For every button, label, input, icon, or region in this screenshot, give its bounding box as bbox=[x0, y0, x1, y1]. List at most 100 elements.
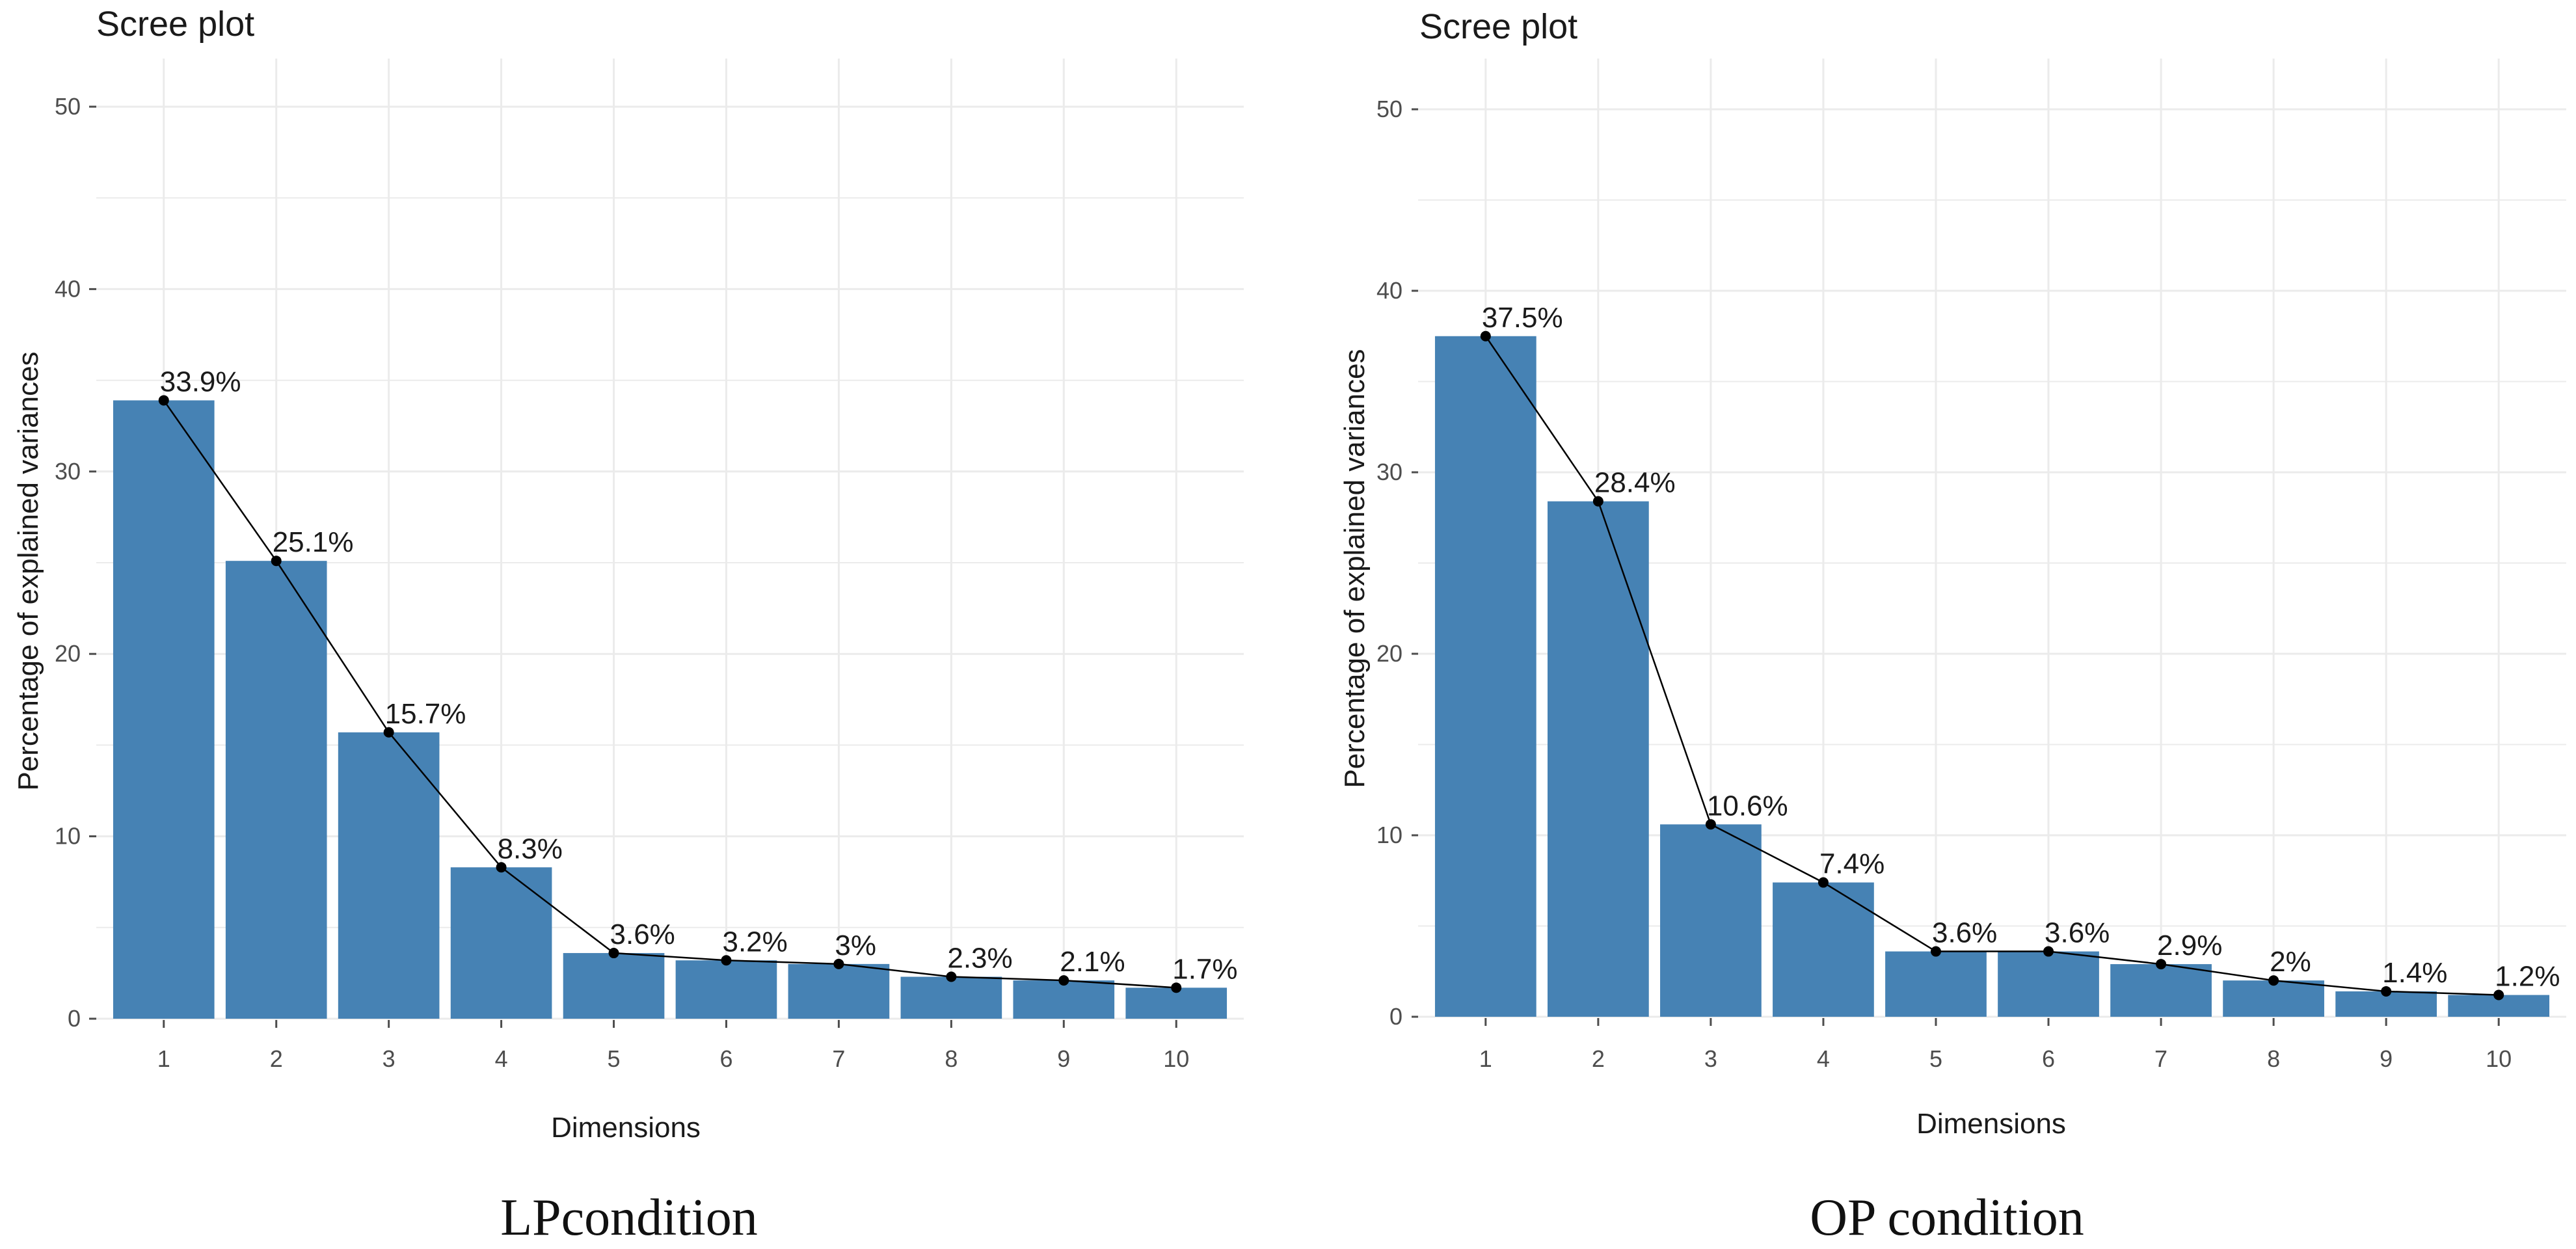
scree-point bbox=[496, 862, 507, 873]
chart-title: Scree plot bbox=[1419, 7, 1577, 46]
scree-point bbox=[2268, 975, 2279, 986]
data-label: 10.6% bbox=[1707, 790, 1788, 822]
scree-point bbox=[1480, 330, 1491, 342]
data-label: 15.7% bbox=[385, 698, 466, 730]
data-label: 2% bbox=[2270, 946, 2311, 978]
y-tick-label: 10 bbox=[55, 823, 81, 850]
bar bbox=[2223, 980, 2324, 1017]
x-tick-label: 7 bbox=[832, 1045, 845, 1072]
data-label: 3.2% bbox=[722, 926, 787, 958]
scree-point bbox=[2493, 989, 2504, 1001]
bar bbox=[1434, 336, 1536, 1017]
x-axis: 1 2 3 4 5 6 7 8 9 10 bbox=[157, 1020, 1189, 1072]
bar bbox=[900, 976, 1002, 1019]
x-tick-label: 4 bbox=[495, 1045, 508, 1072]
bar bbox=[1773, 882, 1874, 1017]
y-tick-label: 50 bbox=[1376, 96, 1402, 122]
y-tick-label: 50 bbox=[55, 93, 81, 120]
x-tick-label: 9 bbox=[1057, 1045, 1070, 1072]
x-tick-label: 1 bbox=[1479, 1045, 1492, 1072]
scree-point bbox=[1930, 946, 1941, 957]
scree-point bbox=[946, 971, 957, 982]
scree-point bbox=[1171, 982, 1182, 993]
data-label: 3% bbox=[835, 930, 876, 961]
x-tick-label: 6 bbox=[719, 1045, 732, 1072]
x-axis-title: Dimensions bbox=[1916, 1108, 2066, 1140]
data-label: 37.5% bbox=[1482, 302, 1563, 334]
scree-plot-op: Scree plot 37.5% 28.4% 10.6% 7.4% 3.6% 3.6% 2.… bbox=[1339, 7, 2566, 1246]
bars bbox=[113, 400, 1228, 1019]
scree-polyline bbox=[163, 399, 1177, 989]
y-axis: 0 10 20 30 40 50 bbox=[55, 93, 96, 1032]
data-label: 1.7% bbox=[1172, 953, 1237, 985]
scree-point bbox=[1592, 496, 1603, 507]
panel-caption: OP condition bbox=[1810, 1189, 2084, 1246]
x-tick-label: 10 bbox=[2486, 1045, 2512, 1072]
y-tick-label: 0 bbox=[1389, 1003, 1402, 1030]
x-tick-label: 4 bbox=[1817, 1045, 1830, 1072]
scree-point bbox=[2043, 946, 2054, 957]
bar bbox=[1547, 501, 1649, 1017]
y-tick-label: 0 bbox=[68, 1005, 81, 1032]
x-tick-label: 6 bbox=[2042, 1045, 2055, 1072]
bar bbox=[1660, 824, 1762, 1017]
scree-line bbox=[1480, 330, 2504, 1001]
bar bbox=[450, 867, 552, 1019]
data-label: 8.3% bbox=[498, 833, 563, 865]
x-tick-label: 8 bbox=[945, 1045, 958, 1072]
scree-point bbox=[721, 955, 732, 966]
scree-polyline bbox=[1484, 336, 2499, 996]
data-labels: 33.9% 25.1% 15.7% 8.3% 3.6% 3.2% 3% 2.3% 2.1% 1.7… bbox=[160, 366, 1238, 985]
bar bbox=[225, 561, 327, 1019]
x-tick-label: 2 bbox=[1592, 1045, 1605, 1072]
x-axis-title: Dimensions bbox=[551, 1112, 701, 1144]
bar bbox=[1013, 980, 1115, 1019]
y-axis: 0 10 20 30 40 50 bbox=[1376, 96, 1418, 1030]
scree-point bbox=[383, 727, 394, 738]
x-tick-label: 8 bbox=[2267, 1045, 2280, 1072]
scree-point bbox=[2381, 986, 2392, 997]
scree-line bbox=[158, 395, 1182, 993]
bar bbox=[113, 400, 215, 1019]
data-label: 3.6% bbox=[2045, 917, 2110, 949]
data-label: 25.1% bbox=[273, 526, 354, 558]
x-tick-label: 5 bbox=[608, 1045, 621, 1072]
x-tick-label: 7 bbox=[2154, 1045, 2167, 1072]
scree-point bbox=[2156, 959, 2167, 970]
bar bbox=[1885, 951, 1987, 1017]
data-label: 1.4% bbox=[2382, 957, 2447, 989]
gridlines bbox=[1418, 59, 2566, 1018]
data-label: 2.9% bbox=[2157, 930, 2222, 961]
data-label: 3.6% bbox=[1932, 917, 1997, 949]
scree-point bbox=[158, 395, 169, 406]
bar bbox=[563, 953, 665, 1019]
data-label: 2.3% bbox=[947, 943, 1012, 974]
scree-point bbox=[608, 948, 619, 959]
bar bbox=[675, 960, 777, 1019]
x-tick-label: 2 bbox=[270, 1045, 283, 1072]
y-axis-title: Percentage of explained variances bbox=[1339, 349, 1371, 788]
x-tick-label: 1 bbox=[157, 1045, 170, 1072]
x-tick-label: 3 bbox=[382, 1045, 396, 1072]
scree-point bbox=[1818, 877, 1829, 888]
y-tick-label: 20 bbox=[55, 640, 81, 667]
data-label: 28.4% bbox=[1594, 467, 1676, 499]
y-axis-title: Percentage of explained variances bbox=[12, 351, 44, 790]
y-tick-label: 40 bbox=[1376, 277, 1402, 304]
x-tick-label: 9 bbox=[2380, 1045, 2393, 1072]
bar bbox=[788, 963, 890, 1019]
scree-point bbox=[1705, 819, 1716, 830]
y-tick-label: 30 bbox=[1376, 459, 1402, 485]
data-label: 3.6% bbox=[610, 919, 675, 950]
data-label: 2.1% bbox=[1060, 946, 1125, 978]
x-tick-label: 5 bbox=[1929, 1045, 1942, 1072]
x-axis: 1 2 3 4 5 6 7 8 9 10 bbox=[1479, 1018, 2512, 1072]
bar bbox=[2110, 964, 2212, 1017]
scree-plot-lp: Scree plot 33.9% 25.1% 15.7% 8.3% 3.6% 3.2% 3%… bbox=[12, 5, 1244, 1246]
scree-point bbox=[833, 958, 844, 969]
y-tick-label: 10 bbox=[1376, 822, 1402, 848]
scree-point bbox=[271, 556, 282, 567]
bar bbox=[338, 732, 440, 1019]
x-tick-label: 3 bbox=[1704, 1045, 1717, 1072]
